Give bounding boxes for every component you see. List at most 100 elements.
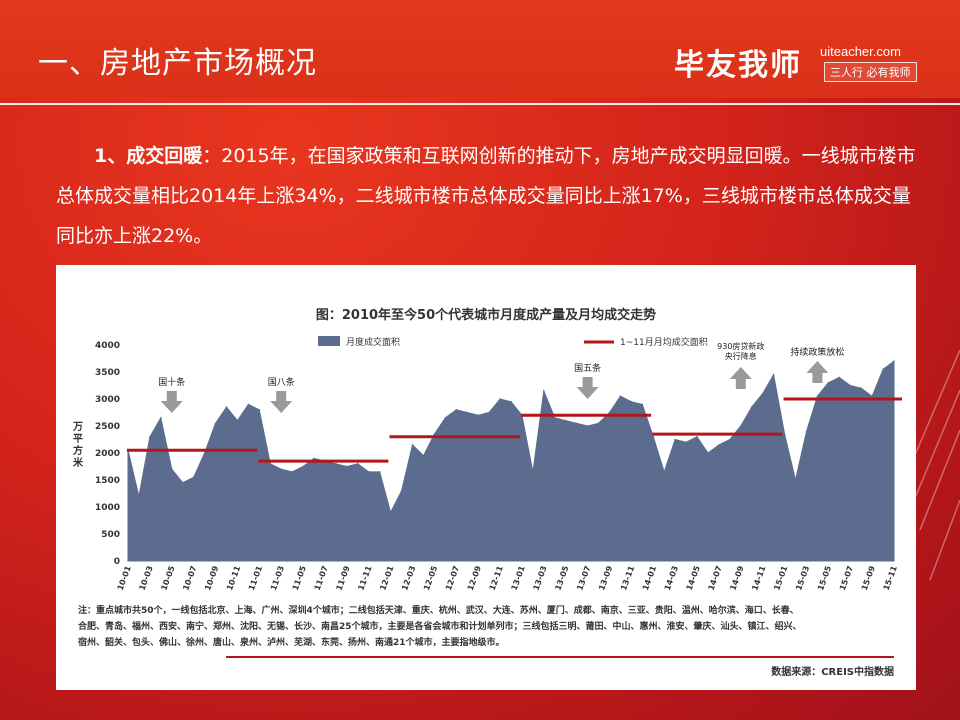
data-point <box>149 436 151 438</box>
data-point <box>225 406 228 408</box>
data-point <box>849 384 851 387</box>
x-tick-label: 10-03 <box>138 565 155 592</box>
x-tick-label: 14-03 <box>663 565 680 592</box>
data-point <box>729 438 731 441</box>
x-axis: 10-01 10-03 10-05 10-07 10-09 10-11 11-01 11-03… <box>116 560 899 592</box>
data-point <box>608 411 611 414</box>
x-tick-label: 14-07 <box>707 565 724 592</box>
data-point <box>488 411 490 414</box>
data-point <box>389 511 392 514</box>
chart-source: 数据来源：CREIS中指数据 <box>771 667 894 678</box>
x-tick-label: 15-07 <box>838 565 855 592</box>
intro-lead: 1、成交回暖 <box>94 145 203 167</box>
x-tick-label: 13-11 <box>619 564 636 592</box>
x-tick-label: 13-07 <box>575 565 592 592</box>
data-point <box>696 436 698 438</box>
data-point <box>794 479 797 481</box>
y-tick-label: 3500 <box>95 368 120 378</box>
data-point <box>871 395 873 398</box>
x-tick-label: 14-05 <box>685 564 702 592</box>
annotation-5: 持续政策放松 <box>790 346 844 383</box>
data-point <box>236 419 239 422</box>
y-tick-label: 1500 <box>95 476 120 486</box>
x-tick-label: 12-11 <box>488 564 505 592</box>
x-tick-label: 12-01 <box>378 564 395 592</box>
arrow-down-icon <box>270 391 293 413</box>
data-point <box>707 452 709 454</box>
legend-area-label: 月度成交面积 <box>346 336 400 348</box>
logo-url: uiteacher.com <box>820 44 901 59</box>
y-tick-label: 0 <box>114 557 120 567</box>
x-tick-label: 10-07 <box>181 565 198 592</box>
intro-text: 2015年，在国家政策和互联网创新的推动下，房地产成交明显回暖。一线城市楼市总体… <box>56 145 916 247</box>
data-point <box>247 403 250 406</box>
y-tick-label: 3000 <box>95 395 120 405</box>
x-tick-label: 12-09 <box>466 564 483 592</box>
data-point <box>367 471 370 473</box>
x-tick-label: 13-09 <box>597 564 614 592</box>
x-tick-label: 15-05 <box>816 564 833 592</box>
data-point <box>455 409 458 411</box>
annotation-label: 国五条 <box>574 362 601 374</box>
chart-note: 注：重点城市共50个，一线包括北京、上海、广州、深圳4个城市；二线包括天津、重庆… <box>78 603 898 651</box>
data-point <box>444 417 447 419</box>
data-point <box>652 436 655 438</box>
data-point <box>160 417 162 419</box>
note-line: 宿州、韶关、包头、佛山、徐州、唐山、泉州、泸州、芜湖、东莞、扬州、南通21个城市… <box>78 638 505 648</box>
data-point <box>893 360 895 362</box>
data-point <box>499 398 501 400</box>
x-tick-label: 12-03 <box>400 565 417 592</box>
y-tick-label: 2000 <box>95 449 120 459</box>
chart-legend: 月度成交面积 1~11月月均成交面积 <box>318 336 708 348</box>
data-point <box>575 422 578 425</box>
x-tick-label: 13-01 <box>510 564 527 592</box>
header-bar: 一、房地产市场概况 毕友我师 uiteacher.com 三人行 必有我师 <box>0 0 960 98</box>
x-tick-label: 15-01 <box>772 564 789 592</box>
data-point <box>718 444 720 446</box>
annotation-2: 国八条 <box>268 376 295 413</box>
data-point <box>586 425 589 427</box>
data-point <box>400 490 403 492</box>
data-point <box>357 463 359 465</box>
intro-colon: ： <box>202 145 222 167</box>
plot-area <box>127 360 895 562</box>
data-point <box>641 403 644 406</box>
x-tick-label: 11-01 <box>247 564 264 592</box>
brand-logo: 毕友我师 uiteacher.com 三人行 必有我师 <box>674 40 924 90</box>
x-tick-label: 15-03 <box>794 565 811 592</box>
data-point <box>280 468 282 470</box>
data-point <box>663 471 665 473</box>
note-line: 合肥、青岛、福州、西安、南宁、郑州、沈阳、无锡、长沙、南昌25个城市，主要是各省… <box>78 622 802 632</box>
header-divider <box>0 103 960 105</box>
data-point <box>816 395 819 398</box>
data-point <box>291 471 293 473</box>
data-point <box>772 373 775 376</box>
intro-paragraph: 1、成交回暖：2015年，在国家政策和互联网创新的推动下，房地产成交明显回暖。一… <box>56 136 916 256</box>
data-point <box>882 368 884 371</box>
x-tick-label: 11-03 <box>269 565 286 592</box>
data-point <box>685 441 687 443</box>
y-tick-label: 500 <box>101 530 120 540</box>
logo-text: 毕友我师 <box>674 48 802 83</box>
annotation-label: 持续政策放松 <box>790 346 844 358</box>
data-point <box>564 419 567 422</box>
data-point <box>805 430 808 433</box>
data-point <box>466 411 469 414</box>
y-tick-label: 1000 <box>95 503 120 513</box>
chart-panel: 图：2010年至今50个代表城市月度成产量及月均成交走势 月度成交面积 1~11… <box>56 265 916 690</box>
data-point <box>860 387 862 389</box>
data-point <box>181 481 184 484</box>
y-axis-label: 万平方米 <box>72 421 84 469</box>
x-tick-label: 14-09 <box>728 564 745 592</box>
x-tick-label: 11-09 <box>335 564 352 592</box>
x-tick-label: 15-09 <box>860 564 877 592</box>
arrow-up-icon <box>806 361 829 383</box>
data-point <box>192 476 195 479</box>
x-tick-label: 13-05 <box>553 564 570 592</box>
x-tick-label: 10-11 <box>225 564 242 592</box>
x-tick-label: 15-11 <box>882 564 899 592</box>
x-tick-label: 12-07 <box>444 565 461 592</box>
x-tick-label: 11-07 <box>313 565 330 592</box>
data-point <box>313 457 315 460</box>
